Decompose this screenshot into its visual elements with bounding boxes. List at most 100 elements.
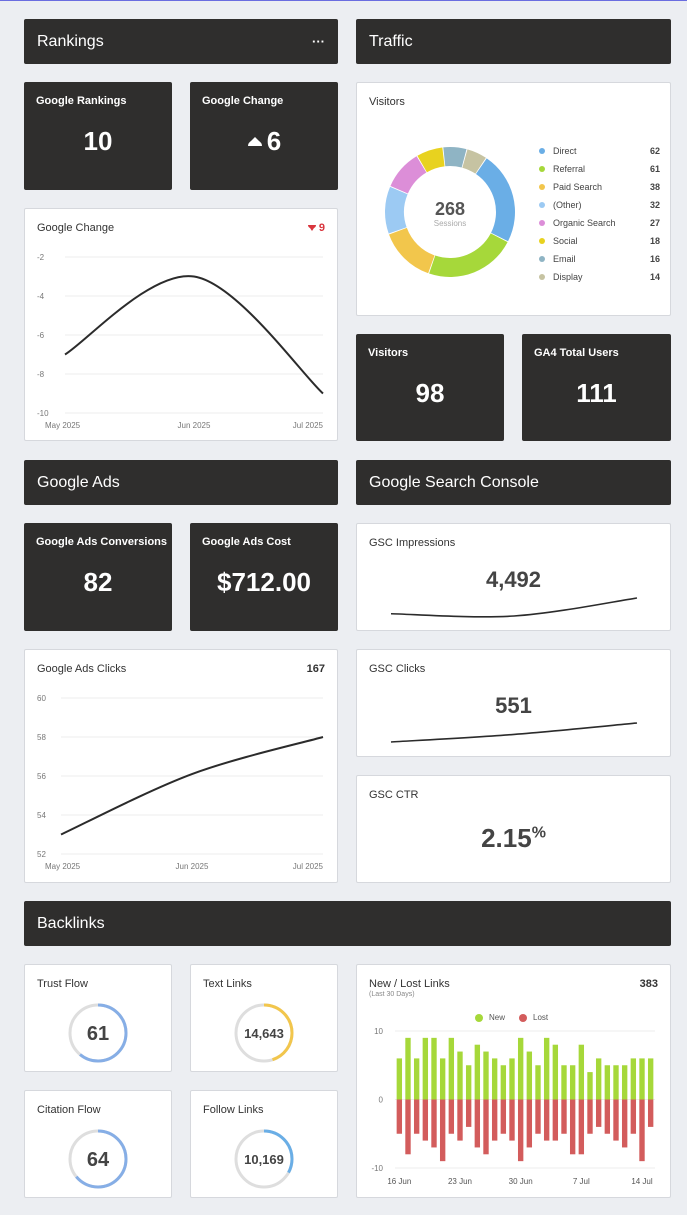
chart-total: 167 (306, 663, 325, 675)
legend-item[interactable]: Display 14 (539, 268, 660, 286)
card-value: 4,492 (485, 567, 542, 592)
bar-new (439, 1058, 446, 1100)
google-ads-cost-card: Google Ads Cost $712.00 (190, 523, 338, 631)
legend-value: 62 (649, 146, 660, 156)
legend-label: Social (553, 236, 578, 246)
bar-lost (405, 1099, 411, 1155)
bar-new (474, 1044, 481, 1100)
bar-lost (422, 1099, 429, 1141)
bar-new (483, 1051, 489, 1100)
legend-value: 14 (649, 272, 660, 282)
legend-item[interactable]: (Other) 32 (539, 196, 660, 214)
legend-value: 18 (649, 236, 660, 246)
bar-new (396, 1058, 403, 1100)
x-tick-label: Jul 2025 (293, 421, 324, 430)
new-lost-links-card: New / Lost Links (Last 30 Days) 383 New … (356, 964, 671, 1198)
google-ads-conversions-card: Google Ads Conversions 82 (24, 523, 172, 631)
legend-item[interactable]: Email 16 (539, 250, 660, 268)
legend-lost[interactable]: Lost (519, 1013, 548, 1022)
bar-lost (604, 1099, 611, 1134)
bar-new (587, 1072, 593, 1100)
down-arrow-icon (307, 225, 316, 231)
card-value-row: 2.15% (357, 823, 670, 854)
visitors-donut-chart: 268 Sessions (385, 147, 515, 277)
donut-center-label: Sessions (434, 219, 466, 228)
legend-new[interactable]: New (475, 1013, 505, 1022)
legend-value: 27 (649, 218, 660, 228)
bar-lost (448, 1099, 455, 1134)
bar-lost (500, 1099, 507, 1134)
top-border (0, 0, 687, 1)
bar-new (604, 1065, 611, 1100)
bar-lost (491, 1099, 498, 1141)
bar-new (543, 1037, 550, 1100)
bar-lost (630, 1099, 637, 1134)
legend-item[interactable]: Organic Search 27 (539, 214, 660, 232)
x-tick-label: May 2025 (45, 862, 81, 871)
kpi-label: GA4 Total Users (534, 347, 619, 359)
card-title: GSC CTR (369, 789, 419, 801)
y-tick-label: -6 (37, 331, 45, 340)
bar-new (422, 1037, 429, 1100)
bar-lost (587, 1099, 593, 1134)
y-tick-label: -10 (37, 409, 49, 418)
legend-dot (539, 166, 545, 172)
y-tick-label: 60 (37, 694, 46, 703)
y-tick-label: -8 (37, 370, 45, 379)
bar-lost (509, 1099, 515, 1141)
traffic-header: Traffic (356, 19, 671, 64)
google-change-line-chart: -2 -4 -6 -8 -10 May 2025 Jun 2025 Jul 2025 (37, 253, 324, 430)
y-tick-label: 54 (37, 811, 46, 820)
bar-new (630, 1058, 637, 1100)
kpi-label: Google Ads Cost (202, 536, 291, 548)
legend-dot (519, 1013, 528, 1022)
change-indicator: 9 (307, 222, 325, 234)
bar-lost (647, 1099, 654, 1127)
bar-lost (561, 1099, 567, 1134)
kpi-label: Google Change (202, 95, 284, 107)
section-title: Backlinks (37, 914, 105, 932)
legend-item[interactable]: Referral 61 (539, 160, 660, 178)
legend-value: 32 (649, 200, 660, 210)
bar-lost (613, 1099, 619, 1141)
bar-lost (595, 1099, 602, 1127)
kpi-value: 6 (266, 126, 282, 156)
chart-legend: New Lost (475, 1013, 548, 1022)
legend-value: 16 (649, 254, 660, 264)
legend-item[interactable]: Paid Search 38 (539, 178, 660, 196)
legend-item[interactable]: Social 18 (539, 232, 660, 250)
kpi-value-row: 6 (190, 126, 338, 157)
citation-flow-ring (68, 1129, 128, 1189)
chart-title: Google Change (37, 222, 115, 234)
section-title: Rankings (37, 32, 104, 50)
y-tick-label: -2 (37, 253, 45, 262)
bar-lost (621, 1099, 628, 1148)
legend-label: Organic Search (553, 218, 616, 228)
bar-new (613, 1065, 619, 1100)
legend-value: 38 (649, 182, 660, 192)
bar-lost (543, 1099, 550, 1141)
up-arrow-icon (247, 136, 262, 146)
bar-new (561, 1065, 567, 1100)
visitors-donut-card: Visitors 268 Sessions Direct 62 Referral 61… (356, 82, 671, 316)
bar-new (517, 1037, 524, 1100)
bar-new (405, 1037, 411, 1100)
ring-progress (234, 1003, 294, 1063)
ctr-value: 2.15 (481, 823, 532, 853)
donut-slice (385, 186, 408, 234)
series-line (60, 736, 324, 836)
donut-legend: Direct 62 Referral 61 Paid Search 38 (Other) 32… (539, 142, 660, 286)
bar-new (413, 1058, 420, 1100)
google-ads-header: Google Ads (24, 460, 338, 505)
y-tick-label: 0 (379, 1096, 384, 1105)
ring-value: 64 (86, 1149, 110, 1171)
visitors-kpi-card: Visitors 98 (356, 334, 504, 441)
rankings-header: Rankings ··· (24, 19, 338, 64)
kpi-value: 98 (415, 378, 445, 408)
google-change-card: Google Change 6 (190, 82, 338, 190)
legend-item[interactable]: Direct 62 (539, 142, 660, 160)
more-menu-icon[interactable]: ··· (312, 34, 325, 49)
bar-lost (413, 1099, 420, 1134)
legend-dot (539, 238, 545, 244)
ring-value: 14,643 (244, 1026, 284, 1041)
